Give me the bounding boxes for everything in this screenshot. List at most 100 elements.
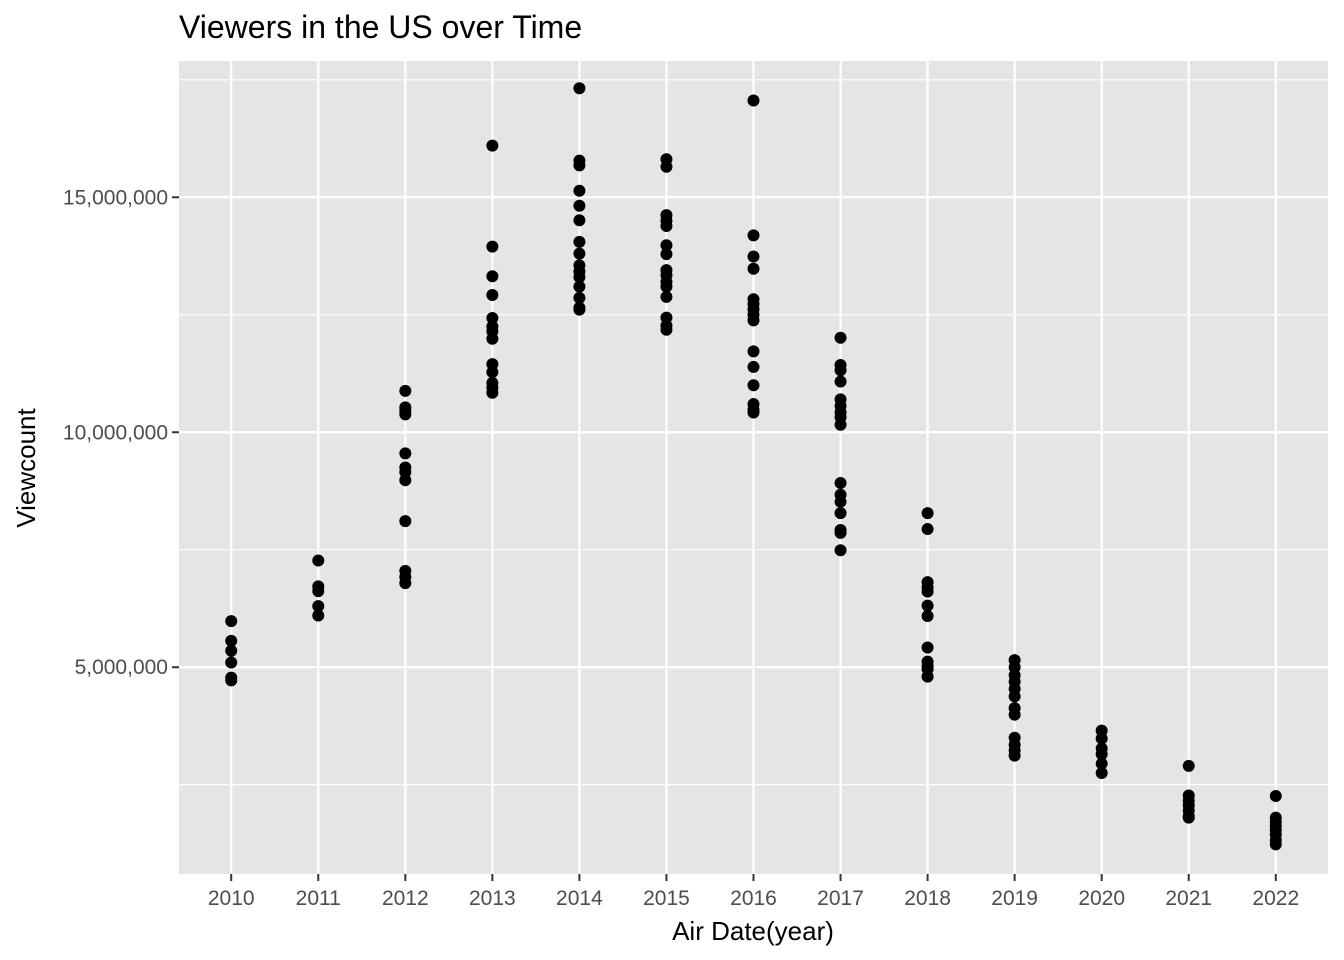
data-point <box>834 477 847 490</box>
data-point <box>834 507 847 520</box>
data-point <box>921 670 934 683</box>
data-point <box>921 641 934 654</box>
data-point <box>573 159 586 172</box>
data-point <box>225 634 238 647</box>
data-point <box>747 406 760 419</box>
data-point <box>1008 690 1021 703</box>
data-point <box>1182 811 1195 824</box>
data-point <box>660 248 673 261</box>
data-point <box>921 585 934 598</box>
data-point <box>747 262 760 275</box>
data-point <box>573 303 586 316</box>
x-tick-label: 2016 <box>730 887 777 910</box>
data-point <box>573 184 586 197</box>
data-point <box>1182 759 1195 772</box>
data-point <box>921 599 934 612</box>
data-point <box>834 418 847 431</box>
data-point <box>747 314 760 327</box>
x-tick-label: 2013 <box>469 887 516 910</box>
data-point <box>312 609 325 622</box>
y-axis-title: Viewcount <box>11 407 41 527</box>
data-point <box>747 379 760 392</box>
data-point <box>399 447 412 460</box>
data-point <box>573 82 586 95</box>
x-tick-label: 2019 <box>991 887 1038 910</box>
data-point <box>486 240 499 253</box>
data-points <box>225 82 1282 851</box>
data-point <box>747 229 760 242</box>
data-point <box>399 515 412 528</box>
x-tick-label: 2020 <box>1078 887 1125 910</box>
y-tick-label: 5,000,000 <box>75 656 168 679</box>
data-point <box>486 366 499 379</box>
x-tick-label: 2010 <box>208 887 255 910</box>
data-point <box>573 214 586 227</box>
data-point <box>747 360 760 373</box>
data-point <box>225 674 238 687</box>
data-point <box>1008 749 1021 762</box>
data-point <box>486 332 499 345</box>
data-point <box>486 139 499 152</box>
data-point <box>834 375 847 388</box>
data-point <box>573 199 586 212</box>
chart-title: Viewers in the US over Time <box>179 9 582 45</box>
data-point <box>1095 757 1108 770</box>
data-point <box>225 656 238 669</box>
data-point <box>573 247 586 260</box>
x-tick-label: 2011 <box>296 887 341 910</box>
data-point <box>312 600 325 613</box>
x-tick-label: 2021 <box>1165 887 1212 910</box>
data-point <box>660 239 673 252</box>
data-point <box>573 291 586 304</box>
data-point <box>660 280 673 293</box>
x-tick-label: 2017 <box>817 887 864 910</box>
data-point <box>660 219 673 232</box>
x-tick-label: 2012 <box>382 887 429 910</box>
data-point <box>399 408 412 421</box>
data-point <box>834 364 847 377</box>
data-point <box>747 345 760 358</box>
x-tick-label: 2015 <box>643 887 690 910</box>
data-point <box>399 577 412 590</box>
data-point <box>399 474 412 487</box>
x-tick-label: 2018 <box>904 887 951 910</box>
x-axis-title: Air Date(year) <box>672 916 834 946</box>
data-point <box>834 495 847 508</box>
data-point <box>573 280 586 293</box>
data-point <box>1095 748 1108 761</box>
y-axis: 5,000,000 10,000,000 15,000,000 <box>63 186 179 679</box>
y-tick-label: 15,000,000 <box>63 186 168 209</box>
x-axis: 2010 2011 2012 2013 2014 2015 2016 2017 2018 2019… <box>208 874 1299 910</box>
data-point <box>747 250 760 263</box>
data-point <box>573 235 586 248</box>
data-point <box>1008 708 1021 721</box>
data-point <box>486 386 499 399</box>
data-point <box>921 610 934 623</box>
x-tick-label: 2014 <box>556 887 603 910</box>
data-point <box>312 585 325 598</box>
data-point <box>399 384 412 397</box>
data-point <box>747 94 760 107</box>
data-point <box>573 271 586 284</box>
data-point <box>921 507 934 520</box>
data-point <box>1269 789 1282 802</box>
data-point <box>834 331 847 344</box>
data-point <box>225 615 238 628</box>
data-point <box>660 290 673 303</box>
data-point <box>1095 766 1108 779</box>
y-tick-label: 10,000,000 <box>63 421 168 444</box>
data-point <box>660 160 673 173</box>
data-point <box>312 554 325 567</box>
data-point <box>834 526 847 539</box>
data-point <box>225 644 238 657</box>
data-point <box>834 544 847 557</box>
data-point <box>486 270 499 283</box>
data-point <box>486 312 499 325</box>
data-point <box>921 523 934 536</box>
data-point <box>1269 838 1282 851</box>
data-point <box>486 289 499 302</box>
data-point <box>1095 732 1108 745</box>
x-tick-label: 2022 <box>1252 887 1299 910</box>
data-point <box>660 323 673 336</box>
